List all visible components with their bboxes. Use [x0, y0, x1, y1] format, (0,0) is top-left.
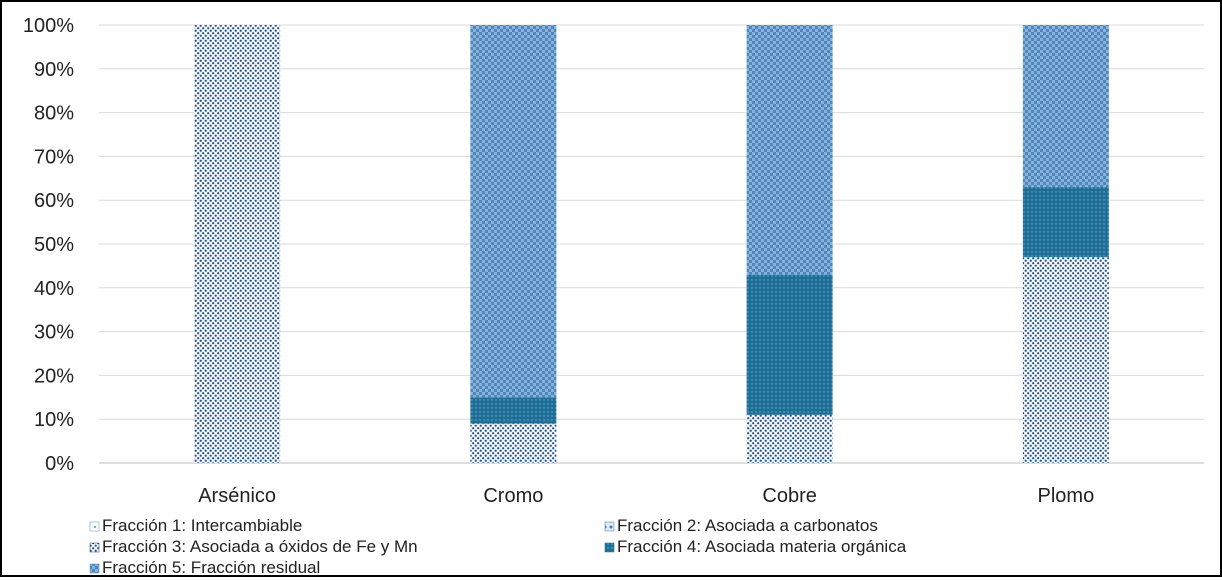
x-tick-label: Cobre [762, 485, 816, 507]
y-tick-label: 0% [45, 453, 74, 475]
bar-segment [746, 25, 833, 275]
bar-segment [746, 414, 833, 463]
y-tick-label: 80% [34, 103, 74, 125]
y-tick-label: 40% [34, 278, 74, 300]
bars [194, 25, 1109, 463]
bar-segment [194, 25, 281, 463]
x-tick-label: Plomo [1038, 485, 1095, 507]
legend-swatch [604, 521, 615, 532]
y-tick-label: 20% [34, 365, 74, 387]
legend-label: Fracción 1: Intercambiable [102, 516, 302, 535]
y-tick-label: 30% [34, 322, 74, 344]
y-tick-label: 100% [23, 15, 74, 37]
bar-segment [470, 25, 557, 398]
x-tick-label: Cromo [483, 485, 543, 507]
legend-swatch [604, 542, 615, 553]
bar-segment [1022, 187, 1109, 258]
legend-swatch [89, 542, 100, 553]
y-tick-label: 90% [34, 59, 74, 81]
legend-swatch [89, 521, 100, 532]
bar-segment [470, 397, 557, 424]
bar-segment [470, 423, 557, 463]
legend-label: Fracción 3: Asociada a óxidos de Fe y Mn [102, 537, 418, 556]
x-axis-tick-labels: Arsénico Cromo Cobre Plomo [198, 485, 1094, 507]
bar-segment [1022, 257, 1109, 463]
x-tick-label: Arsénico [198, 485, 276, 507]
legend-label: Fracción 4: Asociada materia orgánica [617, 537, 907, 556]
y-axis-tick-labels: 0% 10% 20% 30% 40% 50% 60% 70% 80% 90% 100% [23, 15, 74, 475]
legend-swatch [89, 563, 100, 574]
y-tick-label: 70% [34, 146, 74, 168]
legend: Fracción 1: Intercambiable Fracción 2: As… [89, 516, 907, 577]
legend-label: Fracción 2: Asociada a carbonatos [617, 516, 878, 535]
bar-segment [746, 274, 833, 415]
gridlines [99, 24, 1204, 464]
y-tick-label: 10% [34, 409, 74, 431]
y-tick-label: 50% [34, 234, 74, 256]
bar-segment [1022, 25, 1109, 188]
y-tick-label: 60% [34, 190, 74, 212]
legend-label: Fracción 5: Fracción residual [102, 558, 320, 575]
